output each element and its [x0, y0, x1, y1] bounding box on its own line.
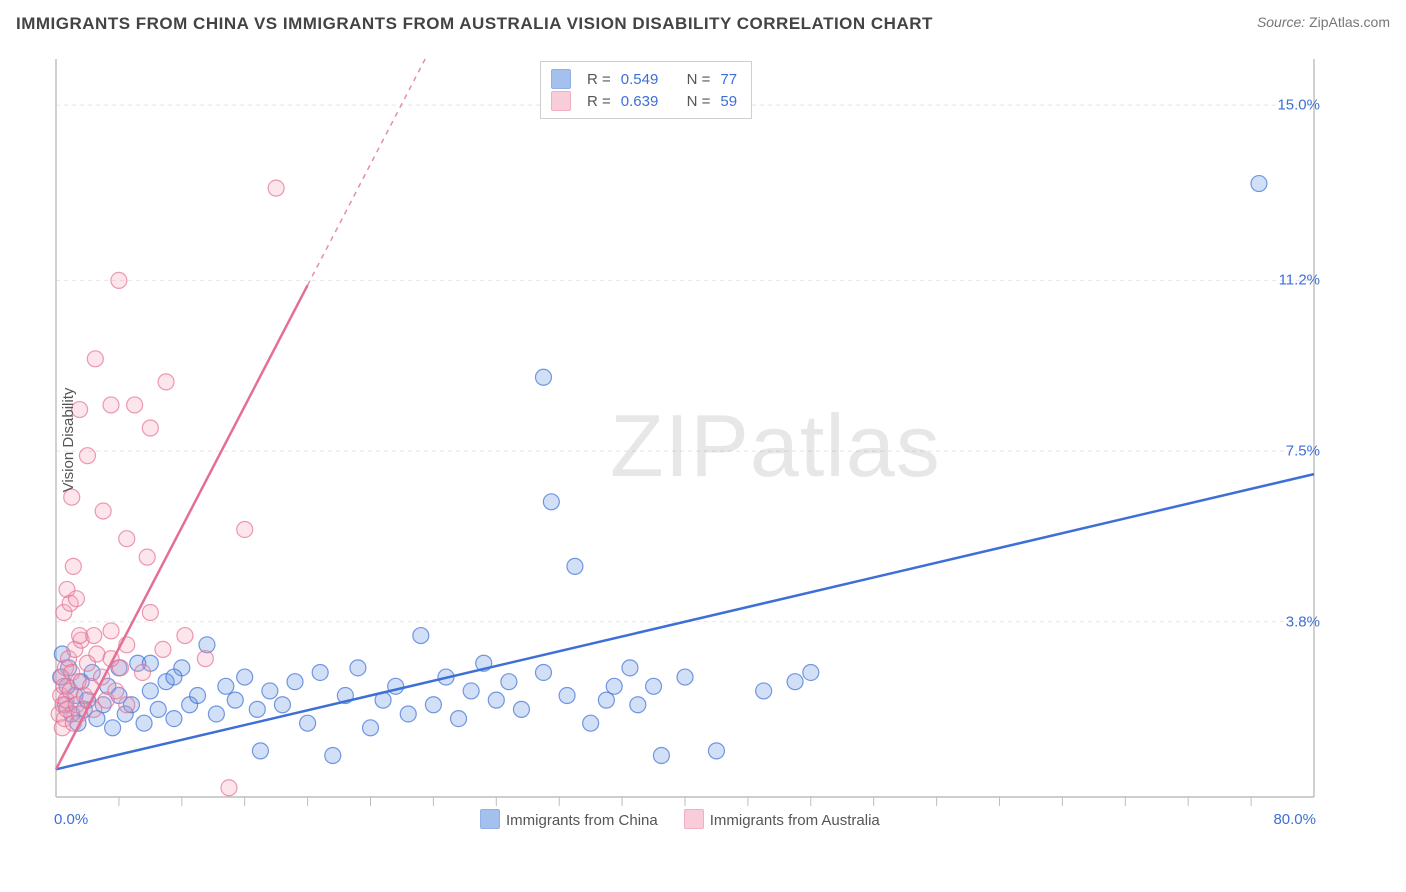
legend-swatch	[480, 809, 500, 829]
y-tick-label: 15.0%	[1277, 97, 1320, 114]
r-value: 0.549	[621, 71, 659, 88]
x-axis-min-label: 0.0%	[54, 811, 88, 828]
source-label: Source: ZipAtlas.com	[1257, 14, 1390, 30]
chart-area: Vision Disability ZIPatlas 3.8%7.5%11.2%…	[50, 45, 1370, 835]
x-axis-max-label: 80.0%	[1273, 811, 1316, 828]
corr-row-china: R = 0.549 N = 77	[551, 68, 737, 90]
n-label: N =	[687, 93, 711, 110]
corr-swatch	[551, 91, 571, 111]
corr-swatch	[551, 69, 571, 89]
corr-row-australia: R = 0.639 N = 59	[551, 90, 737, 112]
legend-item-australia: Immigrants from Australia	[684, 809, 880, 829]
n-value: 77	[720, 71, 737, 88]
y-tick-label: 3.8%	[1286, 613, 1320, 630]
n-value: 59	[720, 93, 737, 110]
r-label: R =	[587, 93, 611, 110]
legend-swatch	[684, 809, 704, 829]
series-legend: Immigrants from China Immigrants from Aus…	[480, 809, 880, 829]
r-label: R =	[587, 71, 611, 88]
chart-title: IMMIGRANTS FROM CHINA VS IMMIGRANTS FROM…	[16, 14, 933, 34]
n-label: N =	[687, 71, 711, 88]
legend-item-china: Immigrants from China	[480, 809, 658, 829]
correlation-legend: R = 0.549 N = 77 R = 0.639 N = 59	[540, 61, 752, 119]
source-value: ZipAtlas.com	[1309, 14, 1390, 30]
legend-label: Immigrants from China	[506, 812, 658, 829]
y-tick-label: 11.2%	[1279, 272, 1320, 289]
legend-label: Immigrants from Australia	[710, 812, 880, 829]
y-tick-label: 7.5%	[1286, 443, 1320, 460]
r-value: 0.639	[621, 93, 659, 110]
source-prefix: Source:	[1257, 14, 1309, 30]
scatter-plot-svg	[50, 45, 1370, 835]
y-axis-label: Vision Disability	[60, 388, 77, 493]
